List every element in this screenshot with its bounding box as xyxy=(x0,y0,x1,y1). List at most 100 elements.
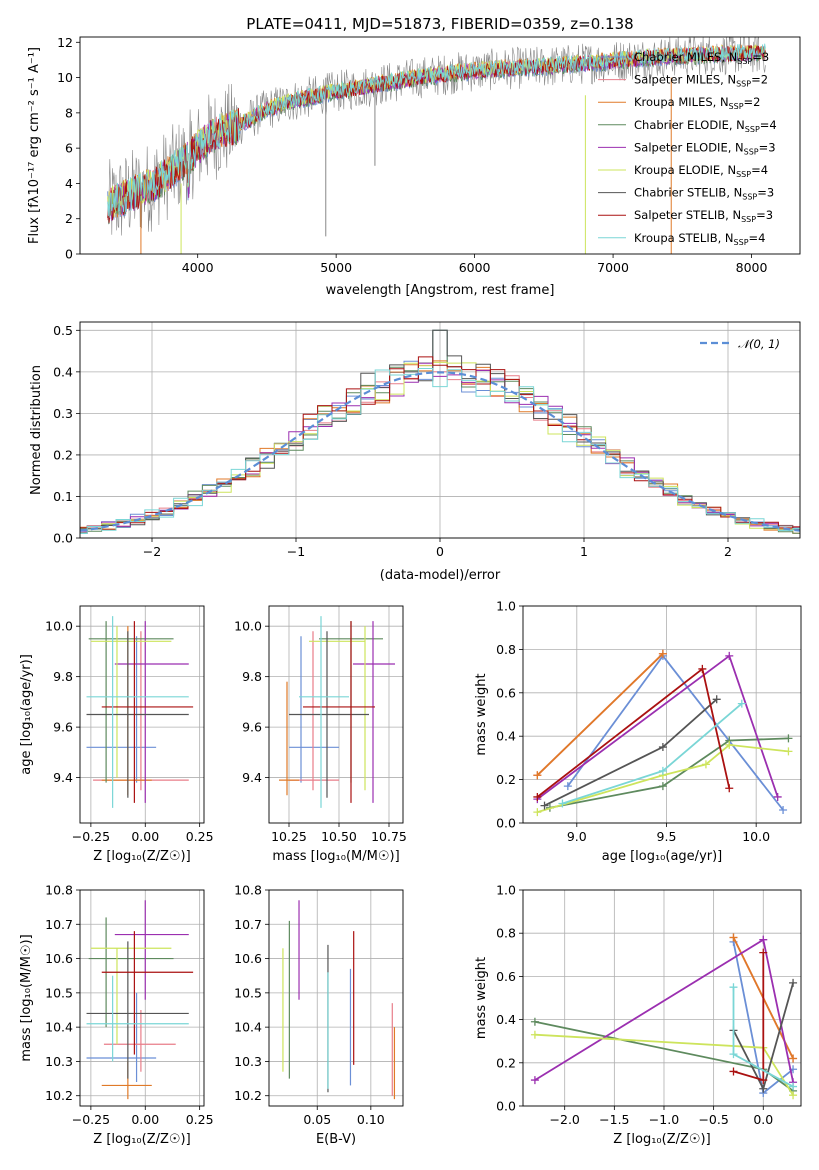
x-tick-label: 7000 xyxy=(597,260,629,275)
y-tick-label: 10.0 xyxy=(234,619,262,634)
legend-label: Chabrier STELIB, NSSP=3 xyxy=(634,186,774,202)
weight-marker-salpeter_stelib xyxy=(759,1076,768,1085)
y-tick-label: 9.8 xyxy=(53,669,73,684)
legend-label-main: Chabrier ELODIE, N xyxy=(634,118,745,132)
y-tick-label: 9.8 xyxy=(242,669,262,684)
axes-frame xyxy=(79,605,205,824)
x-tick-label: 10.75 xyxy=(371,829,407,844)
y-tick-label: 10.6 xyxy=(45,951,73,966)
weight-marker-kroupa_elodie xyxy=(725,740,734,749)
mass-vs-metallicity-panel: −0.25 0.00 0.25 10.2 10.3 10.4 10.5 10.6 10.7 10.… xyxy=(19,883,214,1148)
weight-marker-kroupa_elodie xyxy=(789,1091,798,1100)
figure-title: PLATE=0411, MJD=51873, FIBERID=0359, z=0… xyxy=(246,15,633,33)
y-tick-label: 0 xyxy=(65,247,73,262)
y-tick-label: 10.7 xyxy=(45,917,73,932)
y-tick-label: 9.4 xyxy=(242,770,262,785)
weight-line-kroupa_miles xyxy=(536,653,664,776)
x-axis-label: Z [log₁₀(Z/Z☉)] xyxy=(93,849,190,864)
x-tick-label: 9.5 xyxy=(657,829,677,844)
weight-marker-salpeter_stelib xyxy=(725,784,734,793)
x-tick-label: 1 xyxy=(580,544,588,559)
weight-marker-chabrier_stelib xyxy=(789,978,798,987)
y-tick-label: 10.4 xyxy=(45,1020,73,1035)
legend-label-main: Kroupa MILES, N xyxy=(634,95,729,109)
histogram-kroupa_stelib xyxy=(80,368,800,534)
x-tick-label: 0.10 xyxy=(357,1112,385,1127)
x-tick-label: 5000 xyxy=(320,260,352,275)
legend-label-tail: =3 xyxy=(757,186,774,200)
legend-label-tail: =4 xyxy=(760,118,777,132)
legend-label-main: Kroupa ELODIE, N xyxy=(634,163,736,177)
legend-label-sub: SSP xyxy=(744,147,759,156)
y-tick-label: 10.5 xyxy=(234,985,262,1000)
y-tick-label: 0.2 xyxy=(496,1055,516,1070)
y-tick-label: 6 xyxy=(65,141,73,156)
weight-marker-kroupa_miles xyxy=(789,1054,798,1063)
legend-label-sub: SSP xyxy=(736,170,751,179)
x-tick-label: −2.0 xyxy=(550,1112,580,1127)
histogram-chabrier_miles xyxy=(80,329,800,531)
weight-marker-kroupa_miles xyxy=(658,649,667,658)
weight-marker-chabrier_elodie xyxy=(658,782,667,791)
y-tick-label: 0.0 xyxy=(53,531,73,546)
legend-label: Kroupa STELIB, NSSP=4 xyxy=(634,231,765,247)
spectrum-lines xyxy=(107,37,766,254)
x-tick-label: 6000 xyxy=(459,260,491,275)
y-tick-label: 2 xyxy=(65,211,73,226)
weight-marker-kroupa_stelib xyxy=(729,1050,738,1059)
weight-marker-salpeter_stelib xyxy=(759,948,768,957)
y-tick-label: 10.8 xyxy=(234,883,262,898)
y-tick-label: 10.7 xyxy=(234,917,262,932)
legend-label-tail: =3 xyxy=(752,50,769,64)
weight-marker-chabrier_miles xyxy=(779,805,788,814)
y-axis-label: mass weight xyxy=(474,957,489,1039)
y-tick-label: 0.6 xyxy=(496,685,516,700)
y-tick-label: 0.4 xyxy=(496,1012,516,1027)
x-tick-label: −1.0 xyxy=(649,1112,679,1127)
y-tick-label: 0.0 xyxy=(496,816,516,831)
legend-label-main: Kroupa STELIB, N xyxy=(634,231,734,245)
normal-distribution-curve xyxy=(80,371,800,532)
y-tick-label: 0.0 xyxy=(496,1099,516,1114)
histogram-steps xyxy=(80,329,800,534)
legend-label-sub: SSP xyxy=(742,193,757,202)
y-tick-label: 10.8 xyxy=(45,883,73,898)
x-tick-label: 0.0 xyxy=(753,1112,773,1127)
legend-label: Salpeter MILES, NSSP=2 xyxy=(634,73,768,89)
legend-label: Chabrier MILES, NSSP=3 xyxy=(634,50,769,66)
legend-label: Kroupa MILES, NSSP=2 xyxy=(634,95,760,111)
weight-marker-kroupa_stelib xyxy=(729,983,738,992)
weight-marker-kroupa_elodie xyxy=(533,808,542,817)
x-tick-label: −2 xyxy=(143,544,161,559)
y-tick-label: 0.4 xyxy=(496,729,516,744)
weight-vs-age-panel: 9.0 9.5 10.0 0.0 0.2 0.4 0.6 0.8 1.0 age [log₁₀(a… xyxy=(474,599,802,864)
y-axis-label: age [log₁₀(age/yr)] xyxy=(19,654,34,775)
y-tick-label: 0.4 xyxy=(53,364,73,379)
axes-frame xyxy=(522,889,802,1107)
weight-line-chabrier_miles xyxy=(567,654,784,811)
x-axis-label: E(B-V) xyxy=(316,1132,356,1147)
legend-label: Chabrier ELODIE, NSSP=4 xyxy=(634,118,777,134)
legend-label-sub: SSP xyxy=(745,125,760,134)
x-tick-label: −1.5 xyxy=(599,1112,629,1127)
x-tick-label: 0.00 xyxy=(131,1112,159,1127)
axes-frame xyxy=(79,36,801,255)
y-tick-label: 10.6 xyxy=(234,951,262,966)
weight-line-chabrier_stelib xyxy=(544,698,718,807)
weight-marker-kroupa_stelib xyxy=(658,766,667,775)
y-tick-label: 8 xyxy=(65,105,73,120)
x-axis-label: Z [log₁₀(Z/Z☉)] xyxy=(93,1132,190,1147)
weight-marker-kroupa_elodie xyxy=(530,1030,539,1039)
y-tick-label: 9.6 xyxy=(53,720,73,735)
x-axis-label: Z [log₁₀(Z/Z☉)] xyxy=(613,1132,710,1147)
weight-marker-kroupa_miles xyxy=(533,771,542,780)
legend-label-tail: =3 xyxy=(759,140,776,154)
weight-marker-kroupa_stelib xyxy=(737,699,746,708)
model-spectrum-kroupa_stelib xyxy=(107,43,766,218)
x-tick-label: 8000 xyxy=(736,260,768,275)
weight-marker-salpeter_stelib xyxy=(729,1067,738,1076)
y-tick-label: 10.2 xyxy=(234,1088,262,1103)
weight-marker-chabrier_elodie xyxy=(784,734,793,743)
x-tick-label: 2 xyxy=(724,544,732,559)
